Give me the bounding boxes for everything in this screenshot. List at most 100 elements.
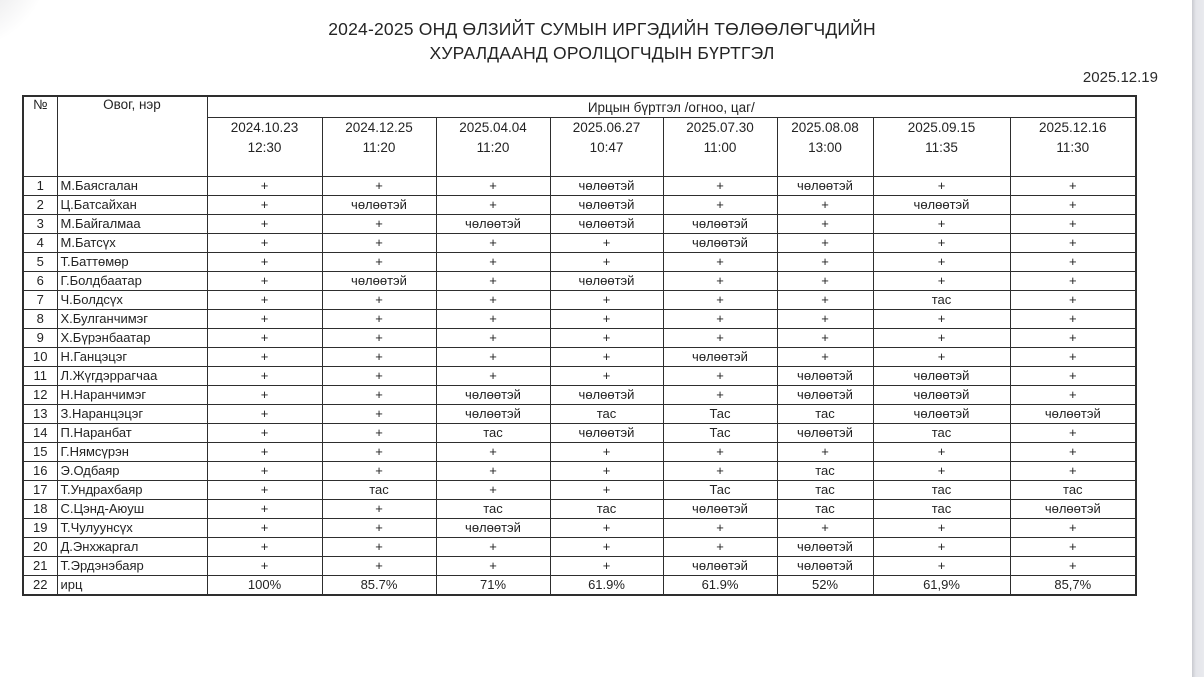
attendance-mark-cell: чөлөөтэй xyxy=(662,499,778,519)
attendance-mark-cell: чөлөөтэй xyxy=(549,423,664,443)
table-row: 17 Т.Ундрахбаяр + тас + + Тас тас тас тас xyxy=(22,480,1137,500)
attendance-mark-cell: + xyxy=(549,347,664,367)
table-row: 22 ирц 100% 85.7% 71% 61.9% 61.9% 52% 61,9% 85,7% xyxy=(22,575,1137,596)
attendance-mark-cell: тас xyxy=(776,499,874,519)
attendance-mark-cell: + xyxy=(776,518,874,538)
session-date: 2025.07.30 xyxy=(686,120,754,135)
attendance-mark-cell: Тас xyxy=(662,423,778,443)
attendance-table-head: № Овог, нэр Ирцын бүртгэл /огноо, цаг/ 2… xyxy=(22,95,1137,177)
table-row: 6 Г.Болдбаатар + чөлөөтэй + чөлөөтэй + + + + xyxy=(22,271,1137,291)
attendance-mark-cell: + xyxy=(1009,214,1137,234)
table-row: 4 М.Батсүх + + + + чөлөөтэй + + + xyxy=(22,233,1137,253)
table-row: 3 М.Байгалмаа + + чөлөөтэй чөлөөтэй чөлөөтэй + +… xyxy=(22,214,1137,234)
attendance-mark-cell: + xyxy=(321,461,437,481)
session-date: 2024.12.25 xyxy=(345,120,413,135)
session-time: 12:30 xyxy=(247,140,282,156)
member-name-cell: П.Наранбат xyxy=(56,423,208,443)
attendance-table-body: 1 М.Баясгалан + + + чөлөөтэй + чөлөөтэй + +2 Ц.Бат… xyxy=(22,176,1137,596)
attendance-mark-cell: + xyxy=(321,556,437,576)
row-number-cell: 10 xyxy=(22,347,58,367)
session-time: 11:20 xyxy=(476,140,510,156)
attendance-mark-cell: тас xyxy=(872,480,1011,500)
attendance-mark-cell: + xyxy=(1009,423,1137,443)
table-row: 7 Ч.Болдсүх + + + + + + тас + xyxy=(22,290,1137,310)
attendance-mark-cell: + xyxy=(321,290,437,310)
document-date: 2025.12.19 xyxy=(1082,69,1158,87)
attendance-mark-cell: + xyxy=(206,461,323,481)
attendance-mark-cell: + xyxy=(1009,195,1137,215)
page-title: 2024-2025 ОНД ӨЛЗИЙТ СУМЫН ИРГЭДИЙН ТӨЛӨ… xyxy=(0,0,1204,65)
attendance-mark-cell: + xyxy=(321,442,437,462)
attendance-mark-cell: + xyxy=(321,309,437,329)
attendance-mark-cell: + xyxy=(662,328,778,348)
attendance-mark-cell: + xyxy=(321,518,437,538)
table-row: 21 Т.Эрдэнэбаяр + + + + чөлөөтэй чөлөөтэй + + xyxy=(22,556,1137,576)
row-number-cell: 8 xyxy=(22,309,58,329)
attendance-mark-cell: чөлөөтэй xyxy=(1009,404,1137,424)
attendance-mark-cell: + xyxy=(872,556,1011,576)
row-number-cell: 17 xyxy=(22,480,58,500)
session-time: 10:47 xyxy=(589,140,624,156)
attendance-mark-cell: тас xyxy=(435,499,551,519)
attendance-mark-cell: тас xyxy=(1009,480,1137,500)
row-number-cell: 4 xyxy=(22,233,58,253)
attendance-mark-cell: чөлөөтэй xyxy=(776,423,874,443)
session-header-7: 2025.09.15 11:35 xyxy=(872,117,1011,177)
attendance-mark-cell: тас xyxy=(776,480,874,500)
attendance-mark-cell: + xyxy=(549,328,664,348)
attendance-mark-cell: + xyxy=(435,233,551,253)
attendance-mark-cell: + xyxy=(435,176,551,196)
row-number-cell: 19 xyxy=(22,518,58,538)
attendance-rate-cell: 100% xyxy=(206,575,323,596)
session-header-row: 2024.10.23 12:30 2024.12.25 11:20 2025.04.04… xyxy=(23,117,1137,177)
row-number-cell: 16 xyxy=(22,461,58,481)
attendance-mark-cell: + xyxy=(435,328,551,348)
table-row: 5 Т.Баттөмөр + + + + + + + + xyxy=(22,252,1137,272)
attendance-mark-cell: + xyxy=(1009,233,1137,253)
attendance-mark-cell: + xyxy=(776,309,874,329)
attendance-mark-cell: + xyxy=(776,347,874,367)
attendance-mark-cell: + xyxy=(206,423,323,443)
row-number-cell: 15 xyxy=(22,442,58,462)
member-name-cell: Ч.Болдсүх xyxy=(56,290,208,310)
attendance-rate-cell: 85.7% xyxy=(321,575,437,596)
attendance-mark-cell: чөлөөтэй xyxy=(662,233,778,253)
attendance-mark-cell: + xyxy=(662,271,778,291)
attendance-mark-cell: тас xyxy=(549,499,664,519)
attendance-mark-cell: + xyxy=(206,518,323,538)
session-header-6: 2025.08.08 13:00 xyxy=(776,117,874,177)
attendance-mark-cell: + xyxy=(1009,385,1137,405)
attendance-mark-cell: чөлөөтэй xyxy=(435,385,551,405)
attendance-mark-cell: чөлөөтэй xyxy=(776,385,874,405)
attendance-mark-cell: + xyxy=(206,442,323,462)
attendance-mark-cell: + xyxy=(435,480,551,500)
session-date: 2025.12.16 xyxy=(1039,120,1107,135)
attendance-mark-cell: чөлөөтэй xyxy=(662,347,778,367)
table-row: 1 М.Баясгалан + + + чөлөөтэй + чөлөөтэй + + xyxy=(22,176,1137,196)
session-time: 11:20 xyxy=(362,140,396,156)
row-number-cell: 21 xyxy=(22,556,58,576)
attendance-mark-cell: + xyxy=(206,176,323,196)
attendance-mark-cell: + xyxy=(1009,537,1137,557)
attendance-mark-cell: + xyxy=(321,252,437,272)
table-row: 11 Л.Жүгдэррагчаа + + + + + чөлөөтэй чөлөөтэй + xyxy=(22,366,1137,386)
attendance-mark-cell: + xyxy=(1009,252,1137,272)
attendance-mark-cell: + xyxy=(662,537,778,557)
row-number-cell: 6 xyxy=(22,271,58,291)
attendance-mark-cell: тас xyxy=(872,499,1011,519)
attendance-mark-cell: + xyxy=(435,347,551,367)
attendance-mark-cell: + xyxy=(1009,271,1137,291)
attendance-mark-cell: тас xyxy=(872,423,1011,443)
attendance-mark-cell: + xyxy=(321,385,437,405)
attendance-mark-cell: чөлөөтэй xyxy=(549,214,664,234)
attendance-mark-cell: чөлөөтэй xyxy=(662,214,778,234)
attendance-rate-cell: 61,9% xyxy=(872,575,1011,596)
attendance-mark-cell: чөлөөтэй xyxy=(872,195,1011,215)
attendance-mark-cell: + xyxy=(872,347,1011,367)
session-date: 2025.09.15 xyxy=(907,120,976,135)
header-attendance-span: Ирцын бүртгэл /огноо, цаг/ xyxy=(206,95,1137,118)
attendance-rate-cell: 71% xyxy=(435,575,551,596)
attendance-table: № Овог, нэр Ирцын бүртгэл /огноо, цаг/ 2… xyxy=(22,95,1138,596)
attendance-mark-cell: + xyxy=(435,366,551,386)
member-name-cell: З.Наранцэцэг xyxy=(56,404,208,424)
